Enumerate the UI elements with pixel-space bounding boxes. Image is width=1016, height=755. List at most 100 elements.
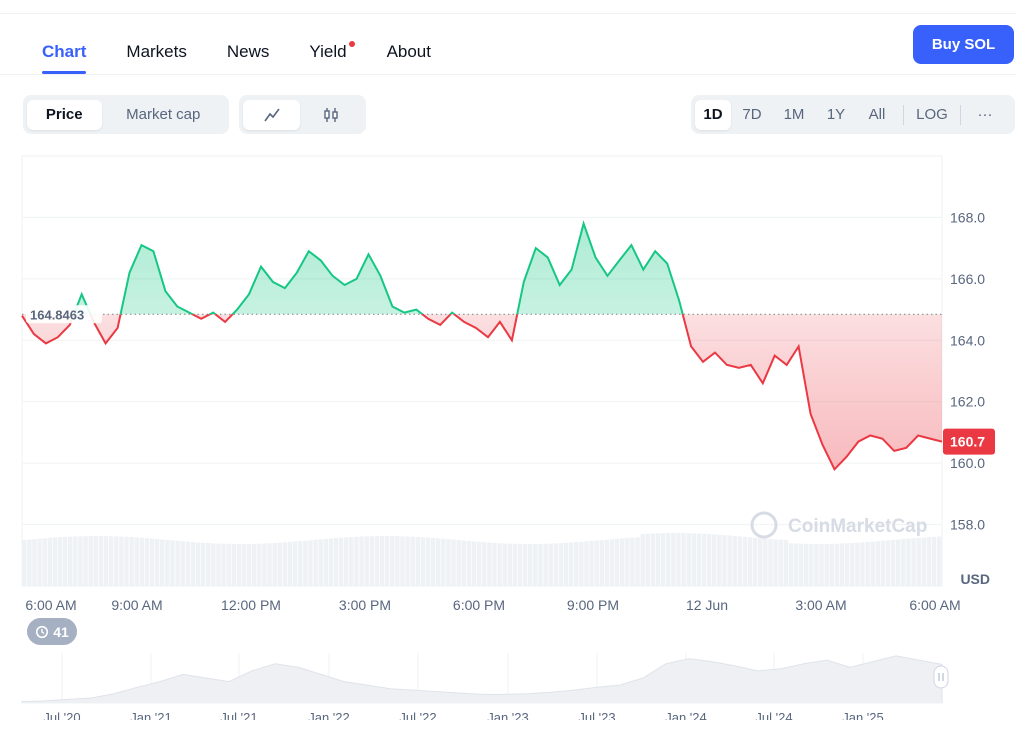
price-chart[interactable]: 164.8463 168.0166.0164.0162.0160.0158.0 … [0,150,1016,720]
x-tick-label: 12 Jun [686,597,728,613]
current-price-badge: 160.7 [943,428,995,455]
volume-bar [114,536,119,586]
volume-bar [32,539,37,586]
volume-bar [267,543,272,586]
volume-bar [660,533,666,586]
volume-bar [262,543,267,586]
more-options-button[interactable]: ··· [977,106,993,123]
overview-tick-label: Jan '21 [130,710,172,720]
tab-news[interactable]: News [207,30,290,74]
volume-bar [62,536,68,586]
volume-bar [292,541,298,586]
volume-bars [22,533,942,586]
volume-bar [420,537,426,586]
volume-bar [901,538,906,586]
volume-bar [68,536,73,586]
volume-bar [374,536,380,586]
volume-bar [844,543,850,586]
tab-about[interactable]: About [367,30,451,74]
volume-bar [216,543,221,586]
volume-bar [497,543,502,586]
range-all[interactable]: All [868,106,886,123]
volume-bar [717,534,722,586]
volume-bar [798,543,804,586]
volume-bar [865,541,870,586]
volume-bar [221,543,226,586]
tab-chart[interactable]: Chart [22,30,106,74]
range-1d[interactable]: 1D [695,99,731,130]
volume-bar [37,538,42,586]
volume-bar [354,536,359,586]
volume-bar [814,543,819,586]
volume-bar [502,543,507,586]
volume-bar [916,537,921,586]
tab-markets[interactable]: Markets [106,30,206,74]
volume-bar [579,541,584,586]
volume-bar [303,540,308,586]
range-handle[interactable] [933,665,949,689]
y-tick-label: 160.0 [950,455,985,471]
overview-tick-label: Jan '22 [308,710,350,720]
volume-bar [22,540,27,586]
x-tick-label: 3:00 AM [795,597,846,613]
range-1y[interactable]: 1Y [826,106,846,123]
volume-bar [911,538,916,586]
overview-tick-label: Jul '21 [220,710,257,720]
range-7d[interactable]: 7D [742,106,762,123]
volume-bar [640,533,645,586]
log-toggle[interactable]: LOG [916,106,948,123]
volume-bar [83,536,88,586]
volume-bar [834,543,840,586]
overview-tick-label: Jan '25 [842,710,884,720]
volume-bar [548,543,553,586]
history-badge[interactable]: 41 [27,618,77,645]
market-cap-option[interactable]: Market cap [126,106,201,123]
volume-bar [706,534,712,586]
volume-bar [793,543,799,586]
volume-bar [98,536,104,586]
buy-sol-button[interactable]: Buy SOL [913,25,1014,64]
volume-bar [614,538,620,586]
volume-bar [154,538,160,586]
candlestick-button[interactable] [300,100,362,130]
volume-bar [231,543,237,586]
volume-bar [921,537,927,586]
volume-bar [430,537,436,586]
line-chart-button[interactable] [243,99,301,130]
x-tick-label: 3:00 PM [339,597,391,613]
volume-bar [686,533,691,586]
volume-bar [149,538,155,586]
price-line-up [72,220,684,315]
volume-bar [466,540,472,586]
tab-yield[interactable]: Yield [289,30,366,74]
volume-bar [190,542,196,586]
volume-bar [57,537,63,586]
price-option[interactable]: Price [27,99,102,130]
volume-bar [323,538,329,586]
volume-bar [507,543,513,586]
volume-bar [298,541,303,586]
range-1m[interactable]: 1M [783,106,805,123]
volume-bar [180,541,185,586]
volume-bar [752,537,758,586]
volume-bar [359,536,364,586]
overview-navigator[interactable]: Jul '20 Jan '21 Jul '21 Jan '22 Jul '22 Jan '… [21,653,949,720]
reference-price-label: 164.8463 [26,305,102,324]
volume-bar [200,542,206,586]
volume-bar [666,533,671,586]
volume-bar [395,536,400,586]
volume-bar [870,541,875,586]
volume-bar [543,543,548,586]
grid-lines [22,216,942,526]
volume-bar [890,539,896,586]
x-tick-label: 9:00 AM [111,597,162,613]
volume-bar [783,539,789,586]
currency-label: USD [960,571,990,587]
volume-bar [369,536,375,586]
volume-bar [175,540,180,586]
volume-bar [129,537,134,586]
x-tick-label: 12:00 PM [221,597,281,613]
range-divider [960,104,961,125]
volume-bar [287,541,293,586]
volume-bar [768,538,773,586]
